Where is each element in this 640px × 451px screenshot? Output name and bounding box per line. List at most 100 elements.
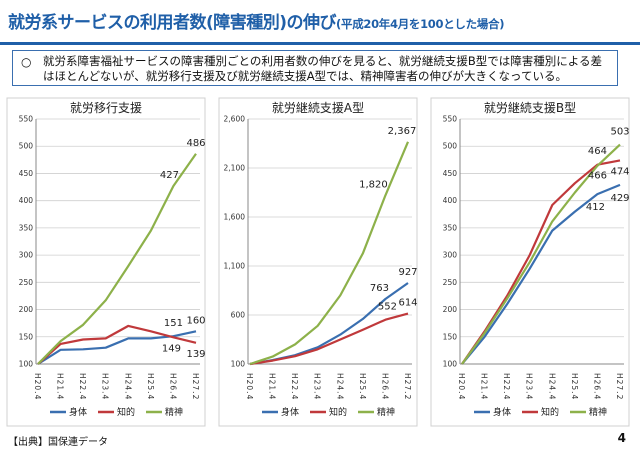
page-title: 就労系サービスの利用者数(障害種別)の伸び(平成20年4月を100とした場合) xyxy=(8,8,504,33)
data-label: 427 xyxy=(160,170,179,181)
legend-item: 精神 xyxy=(377,406,395,418)
x-tick-label: H26.4 xyxy=(592,373,601,400)
y-tick-label: 500 xyxy=(19,142,34,151)
x-tick-label: H24.4 xyxy=(123,373,132,400)
x-tick-label: H20.4 xyxy=(33,373,42,400)
x-tick-label: H24.4 xyxy=(547,373,556,400)
source-note: 【出典】国保連データ xyxy=(8,437,108,448)
data-label: 429 xyxy=(610,193,629,204)
chart-keizoku-a: 就労継続支援A型 100 600 1,100 1,600 2,100 2,600 H20.4 H… xyxy=(218,97,418,427)
data-label: 464 xyxy=(588,146,607,157)
data-label: 151 xyxy=(164,318,183,329)
y-tick-label: 600 xyxy=(231,311,246,320)
bullet-circle-icon: ○ xyxy=(21,55,32,69)
page-subtitle: (平成20年4月を100とした場合) xyxy=(336,17,505,31)
y-tick-label: 450 xyxy=(443,169,458,178)
y-tick-label: 200 xyxy=(19,305,34,314)
y-tick-label: 300 xyxy=(19,251,34,260)
data-label: 552 xyxy=(378,302,397,313)
y-tick-label: 250 xyxy=(19,278,34,287)
chart-title: 就労継続支援B型 xyxy=(484,100,576,115)
series-line-知的 xyxy=(37,324,197,365)
data-label: 160 xyxy=(186,315,205,326)
title-area: 就労系サービスの利用者数(障害種別)の伸び(平成20年4月を100とした場合) xyxy=(0,0,640,45)
data-label: 474 xyxy=(610,166,629,177)
data-label: 927 xyxy=(398,267,417,278)
data-label: 2,367 xyxy=(388,126,417,137)
series-line-精神 xyxy=(37,153,197,365)
x-tick-label: H22.4 xyxy=(78,373,87,400)
x-tick-label: H21.4 xyxy=(480,373,489,400)
x-tick-label: H25.4 xyxy=(146,373,155,400)
page-title-main: 就労系サービスの利用者数(障害種別)の伸び xyxy=(8,13,337,33)
x-tick-label: H27.2 xyxy=(191,373,200,400)
x-tick-label: H20.4 xyxy=(457,373,466,400)
y-tick-label: 500 xyxy=(443,142,458,151)
x-tick-label: H24.4 xyxy=(335,373,344,400)
chart-frame xyxy=(6,97,206,427)
y-tick-label: 1,600 xyxy=(224,213,246,222)
data-label: 486 xyxy=(186,138,205,149)
series-line-知的 xyxy=(249,312,409,366)
x-tick-label: H21.4 xyxy=(56,373,65,400)
legend-item: 精神 xyxy=(589,406,607,418)
y-tick-label: 100 xyxy=(231,360,246,369)
chart-frame xyxy=(218,97,418,427)
x-tick-label: H23.4 xyxy=(313,373,322,400)
legend-item: 精神 xyxy=(165,406,183,418)
x-tick-label: H20.4 xyxy=(245,373,254,400)
y-tick-label: 100 xyxy=(443,360,458,369)
x-tick-label: H22.4 xyxy=(290,373,299,400)
y-tick-label: 2,100 xyxy=(224,164,246,173)
y-tick-label: 100 xyxy=(19,360,34,369)
y-tick-label: 2,600 xyxy=(224,115,246,124)
summary-text: 就労系障害福祉サービスの障害種別ごとの利用者数の伸びを見ると、就労継続支援B型で… xyxy=(43,54,602,83)
data-label: 412 xyxy=(586,202,605,213)
x-tick-label: H25.4 xyxy=(358,373,367,400)
series-line-精神 xyxy=(461,143,621,365)
x-tick-label: H27.2 xyxy=(615,373,624,400)
x-tick-label: H21.4 xyxy=(268,373,277,400)
legend-item: 知的 xyxy=(329,406,347,418)
data-label: 614 xyxy=(398,298,417,309)
x-tick-label: H22.4 xyxy=(502,373,511,400)
data-label: 466 xyxy=(588,171,607,182)
x-tick-label: H23.4 xyxy=(525,373,534,400)
chart-keizoku-b: 就労継続支援B型 100 150 200 250 300 350 400 450 500 550 H2… xyxy=(430,97,630,427)
series-line-身体 xyxy=(249,282,409,366)
chart-title: 就労移行支援 xyxy=(70,101,142,115)
x-tick-label: H23.4 xyxy=(101,373,110,400)
summary-box: ○ 就労系障害福祉サービスの障害種別ごとの利用者数の伸びを見ると、就労継続支援B… xyxy=(12,50,618,86)
x-tick-label: H25.4 xyxy=(570,373,579,400)
data-label: 1,820 xyxy=(359,179,388,190)
y-tick-label: 150 xyxy=(19,332,34,341)
y-tick-label: 550 xyxy=(19,115,34,124)
legend-item: 身体 xyxy=(69,406,87,418)
data-label: 139 xyxy=(186,349,205,360)
y-tick-label: 200 xyxy=(443,305,458,314)
legend-item: 身体 xyxy=(281,406,299,418)
x-tick-label: H26.4 xyxy=(168,373,177,400)
y-tick-label: 250 xyxy=(443,278,458,287)
x-tick-label: H26.4 xyxy=(380,373,389,400)
y-tick-label: 400 xyxy=(443,196,458,205)
y-tick-label: 350 xyxy=(443,223,458,232)
y-tick-label: 1,100 xyxy=(224,262,246,271)
page-number: 4 xyxy=(617,431,626,445)
series-line-精神 xyxy=(249,141,410,366)
legend-item: 身体 xyxy=(493,406,511,418)
chart-title: 就労継続支援A型 xyxy=(272,100,364,115)
data-label: 149 xyxy=(162,343,181,354)
chart-frame xyxy=(430,97,630,427)
legend-item: 知的 xyxy=(117,406,135,418)
chart-shuro-iko: 就労移行支援 100 150 200 250 300 350 400 450 500 550 H20.… xyxy=(6,97,206,427)
y-tick-label: 300 xyxy=(443,251,458,260)
y-tick-label: 350 xyxy=(19,223,34,232)
data-label: 763 xyxy=(370,283,389,294)
legend-item: 知的 xyxy=(541,406,559,418)
x-tick-label: H27.2 xyxy=(403,373,412,400)
y-tick-label: 150 xyxy=(443,332,458,341)
y-tick-label: 400 xyxy=(19,196,34,205)
data-label: 503 xyxy=(610,127,629,138)
y-tick-label: 450 xyxy=(19,169,34,178)
